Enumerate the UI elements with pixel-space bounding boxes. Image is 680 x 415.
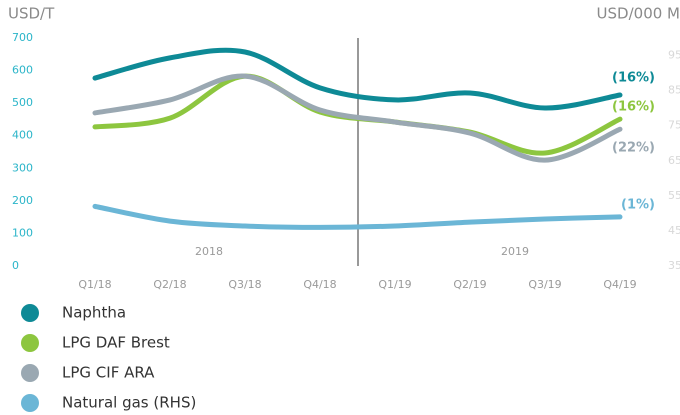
y-tick-label: 0 <box>12 259 19 272</box>
y2-tick-label: 75 <box>668 119 680 132</box>
y2-tick-label: 55 <box>668 189 680 202</box>
legend-label: LPG DAF Brest <box>62 334 170 352</box>
x-tick-label: Q3/19 <box>528 278 561 291</box>
end-label: (1%) <box>621 198 655 213</box>
year-label: 2018 <box>195 245 223 258</box>
y-tick-label: 400 <box>12 129 33 142</box>
series-line <box>92 73 623 163</box>
legend-marker <box>21 334 39 352</box>
y-tick-label: 100 <box>12 226 33 239</box>
x-tick-label: Q4/18 <box>303 278 336 291</box>
series-line <box>92 203 623 230</box>
end-label: (22%) <box>612 141 655 156</box>
year-label: 2019 <box>501 245 529 258</box>
y-tick-label: 300 <box>12 161 33 174</box>
y2-tick-label: 45 <box>668 224 680 237</box>
y-axis-title: USD/T <box>8 5 55 23</box>
y2-tick-label: 85 <box>668 84 680 97</box>
y-tick-label: 500 <box>12 96 33 109</box>
legend-marker <box>21 364 39 382</box>
x-tick-label: Q3/18 <box>228 278 261 291</box>
end-label: (16%) <box>612 100 655 115</box>
x-tick-label: Q4/19 <box>603 278 636 291</box>
legend-label: Natural gas (RHS) <box>62 394 196 412</box>
y2-tick-label: 35 <box>668 259 680 272</box>
y2-tick-label: 95 <box>668 49 680 62</box>
legend-label: Naphtha <box>62 304 126 322</box>
series-line <box>92 47 623 111</box>
y-tick-label: 200 <box>12 194 33 207</box>
y2-axis-title: USD/000 M <box>597 5 680 23</box>
legend-marker <box>21 394 39 412</box>
y2-tick-label: 65 <box>668 154 680 167</box>
x-tick-label: Q1/18 <box>78 278 111 291</box>
x-tick-label: Q1/19 <box>378 278 411 291</box>
legend-label: LPG CIF ARA <box>62 364 155 382</box>
legend-marker <box>21 304 39 322</box>
end-label: (16%) <box>612 71 655 86</box>
x-tick-label: Q2/19 <box>453 278 486 291</box>
x-tick-label: Q2/18 <box>153 278 186 291</box>
y-tick-label: 600 <box>12 64 33 77</box>
y-tick-label: 700 <box>12 31 33 44</box>
